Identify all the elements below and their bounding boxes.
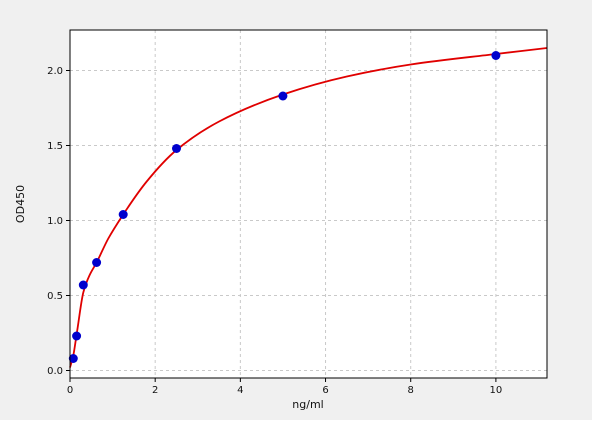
data-point xyxy=(172,144,181,153)
x-tick-label: 4 xyxy=(237,385,243,396)
x-tick-label: 8 xyxy=(408,385,414,396)
plot-group: 0 2 4 6 8 10 0.0 0.5 1.0 1.5 2.0 xyxy=(0,0,592,420)
plot-background xyxy=(70,30,547,378)
data-point xyxy=(68,354,78,363)
plot-border xyxy=(69,29,548,379)
y-tick-label: 0.0 xyxy=(47,366,63,377)
data-point xyxy=(491,51,501,60)
x-tick-label: 2 xyxy=(152,385,158,396)
x-tick-label: 6 xyxy=(322,385,328,396)
data-point xyxy=(72,331,82,341)
data-point xyxy=(92,258,102,267)
fit-curve xyxy=(69,47,548,368)
x-tick-label: 10 xyxy=(490,385,503,396)
y-tick-label: 1.5 xyxy=(47,141,63,152)
data-point xyxy=(78,280,88,290)
y-axis-label: OD450 xyxy=(14,185,27,223)
y-tick-label: 2.0 xyxy=(47,66,63,77)
y-tick-label: 0.5 xyxy=(47,291,63,302)
y-tick-label: 1.0 xyxy=(47,216,63,227)
x-axis-label: ng/ml xyxy=(292,398,323,411)
x-tick-label: 0 xyxy=(67,385,73,396)
data-point xyxy=(118,210,128,219)
data-point xyxy=(278,91,288,101)
